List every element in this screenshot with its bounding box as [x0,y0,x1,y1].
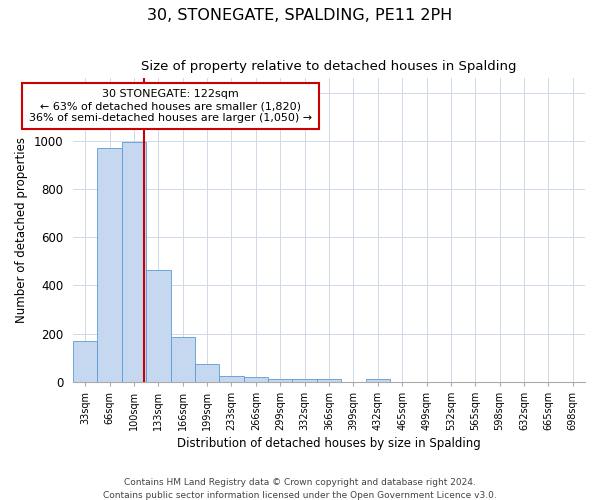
Bar [122,142,146,382]
Bar [146,270,170,382]
Bar [268,379,292,382]
Bar [365,379,390,382]
Text: 30 STONEGATE: 122sqm
← 63% of detached houses are smaller (1,820)
36% of semi-de: 30 STONEGATE: 122sqm ← 63% of detached h… [29,90,312,122]
Bar [220,376,244,382]
Bar [73,340,97,382]
Title: Size of property relative to detached houses in Spalding: Size of property relative to detached ho… [141,60,517,73]
Bar [170,337,195,382]
Text: Contains HM Land Registry data © Crown copyright and database right 2024.
Contai: Contains HM Land Registry data © Crown c… [103,478,497,500]
Bar [317,379,341,382]
Bar [195,364,220,382]
X-axis label: Distribution of detached houses by size in Spalding: Distribution of detached houses by size … [177,437,481,450]
Bar [292,379,317,382]
Bar [244,378,268,382]
Y-axis label: Number of detached properties: Number of detached properties [15,137,28,323]
Text: 30, STONEGATE, SPALDING, PE11 2PH: 30, STONEGATE, SPALDING, PE11 2PH [148,8,452,22]
Bar [97,148,122,382]
